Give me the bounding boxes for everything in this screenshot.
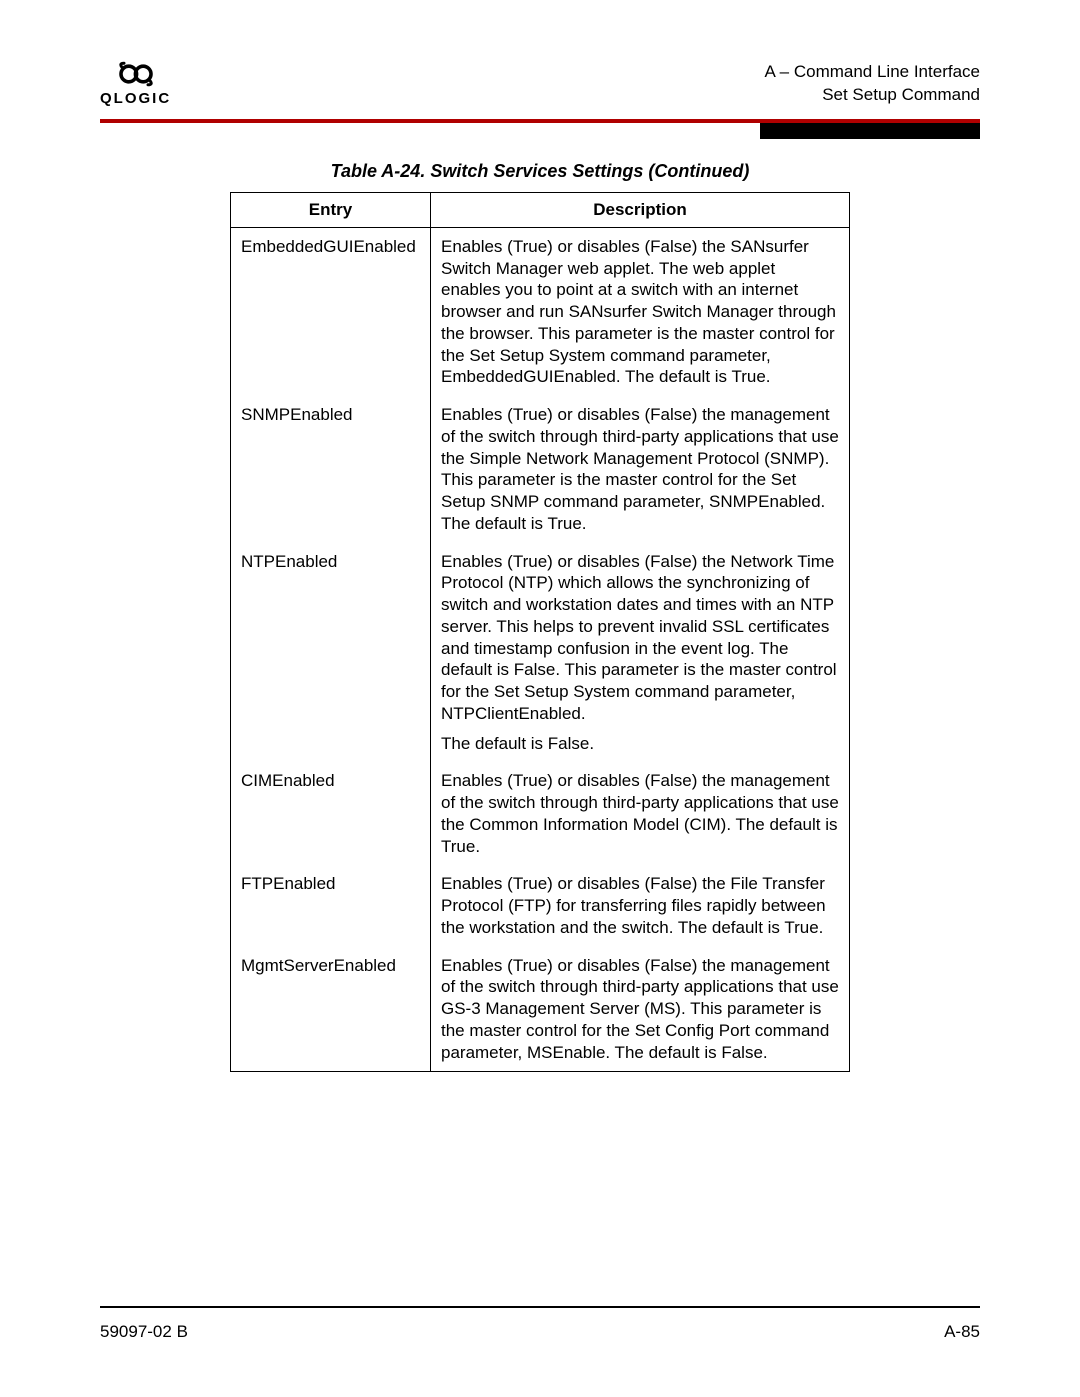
header-line-1: A – Command Line Interface <box>765 61 980 84</box>
header-text: A – Command Line Interface Set Setup Com… <box>765 61 980 107</box>
table-row: SNMPEnabled Enables (True) or disables (… <box>231 396 850 543</box>
table-caption: Table A-24. Switch Services Settings (Co… <box>100 161 980 182</box>
cell-entry: FTPEnabled <box>231 865 431 946</box>
table-row: MgmtServerEnabled Enables (True) or disa… <box>231 947 850 1072</box>
cell-description: Enables (True) or disables (False) the F… <box>431 865 850 946</box>
footer-right: A-85 <box>944 1322 980 1342</box>
header-tab <box>760 123 980 139</box>
settings-table: Entry Description EmbeddedGUIEnabled Ena… <box>230 192 850 1072</box>
cell-entry: EmbeddedGUIEnabled <box>231 227 431 396</box>
cell-entry: MgmtServerEnabled <box>231 947 431 1072</box>
cell-entry: SNMPEnabled <box>231 396 431 543</box>
cell-description: Enables (True) or disables (False) the m… <box>431 947 850 1072</box>
table-row: NTPEnabled Enables (True) or disables (F… <box>231 543 850 763</box>
footer-rule <box>100 1306 980 1308</box>
cell-description: Enables (True) or disables (False) the S… <box>431 227 850 396</box>
logo: QLOGIC <box>100 60 171 107</box>
table-row: EmbeddedGUIEnabled Enables (True) or dis… <box>231 227 850 396</box>
cell-description: Enables (True) or disables (False) the m… <box>431 762 850 865</box>
logo-text: QLOGIC <box>100 90 171 107</box>
cell-description: Enables (True) or disables (False) the N… <box>431 543 850 763</box>
cell-entry: CIMEnabled <box>231 762 431 865</box>
page-footer: 59097-02 B A-85 <box>100 1306 980 1342</box>
cell-description: Enables (True) or disables (False) the m… <box>431 396 850 543</box>
table-row: FTPEnabled Enables (True) or disables (F… <box>231 865 850 946</box>
header-line-2: Set Setup Command <box>765 84 980 107</box>
page-header: QLOGIC A – Command Line Interface Set Se… <box>100 60 980 119</box>
footer-row: 59097-02 B A-85 <box>100 1322 980 1342</box>
footer-left: 59097-02 B <box>100 1322 188 1342</box>
document-page: QLOGIC A – Command Line Interface Set Se… <box>0 0 1080 1397</box>
table-row: CIMEnabled Enables (True) or disables (F… <box>231 762 850 865</box>
table-header-row: Entry Description <box>231 193 850 228</box>
col-description: Description <box>431 193 850 228</box>
col-entry: Entry <box>231 193 431 228</box>
cell-entry: NTPEnabled <box>231 543 431 763</box>
qlogic-logo-icon <box>118 60 154 88</box>
